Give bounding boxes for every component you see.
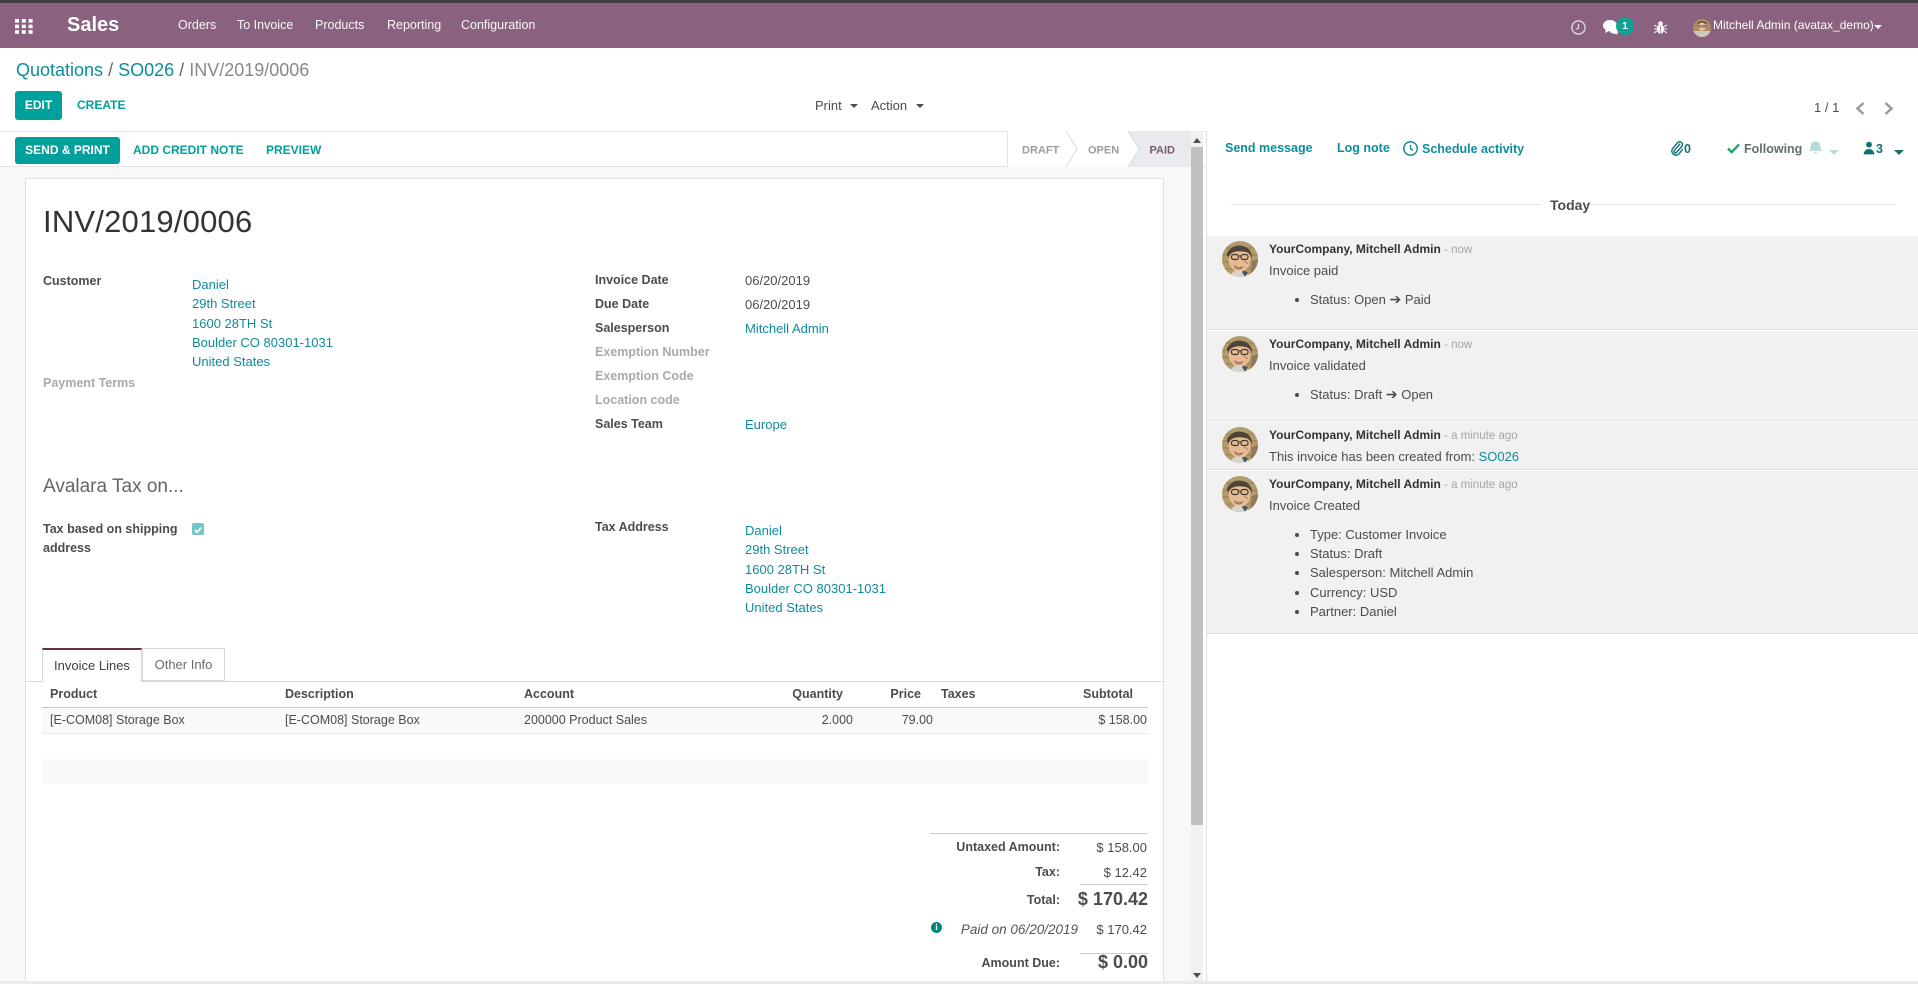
svg-text:OPEN: OPEN [1088, 145, 1119, 157]
svg-text:PAID: PAID [1150, 145, 1176, 157]
svg-text:DRAFT: DRAFT [1022, 145, 1060, 157]
